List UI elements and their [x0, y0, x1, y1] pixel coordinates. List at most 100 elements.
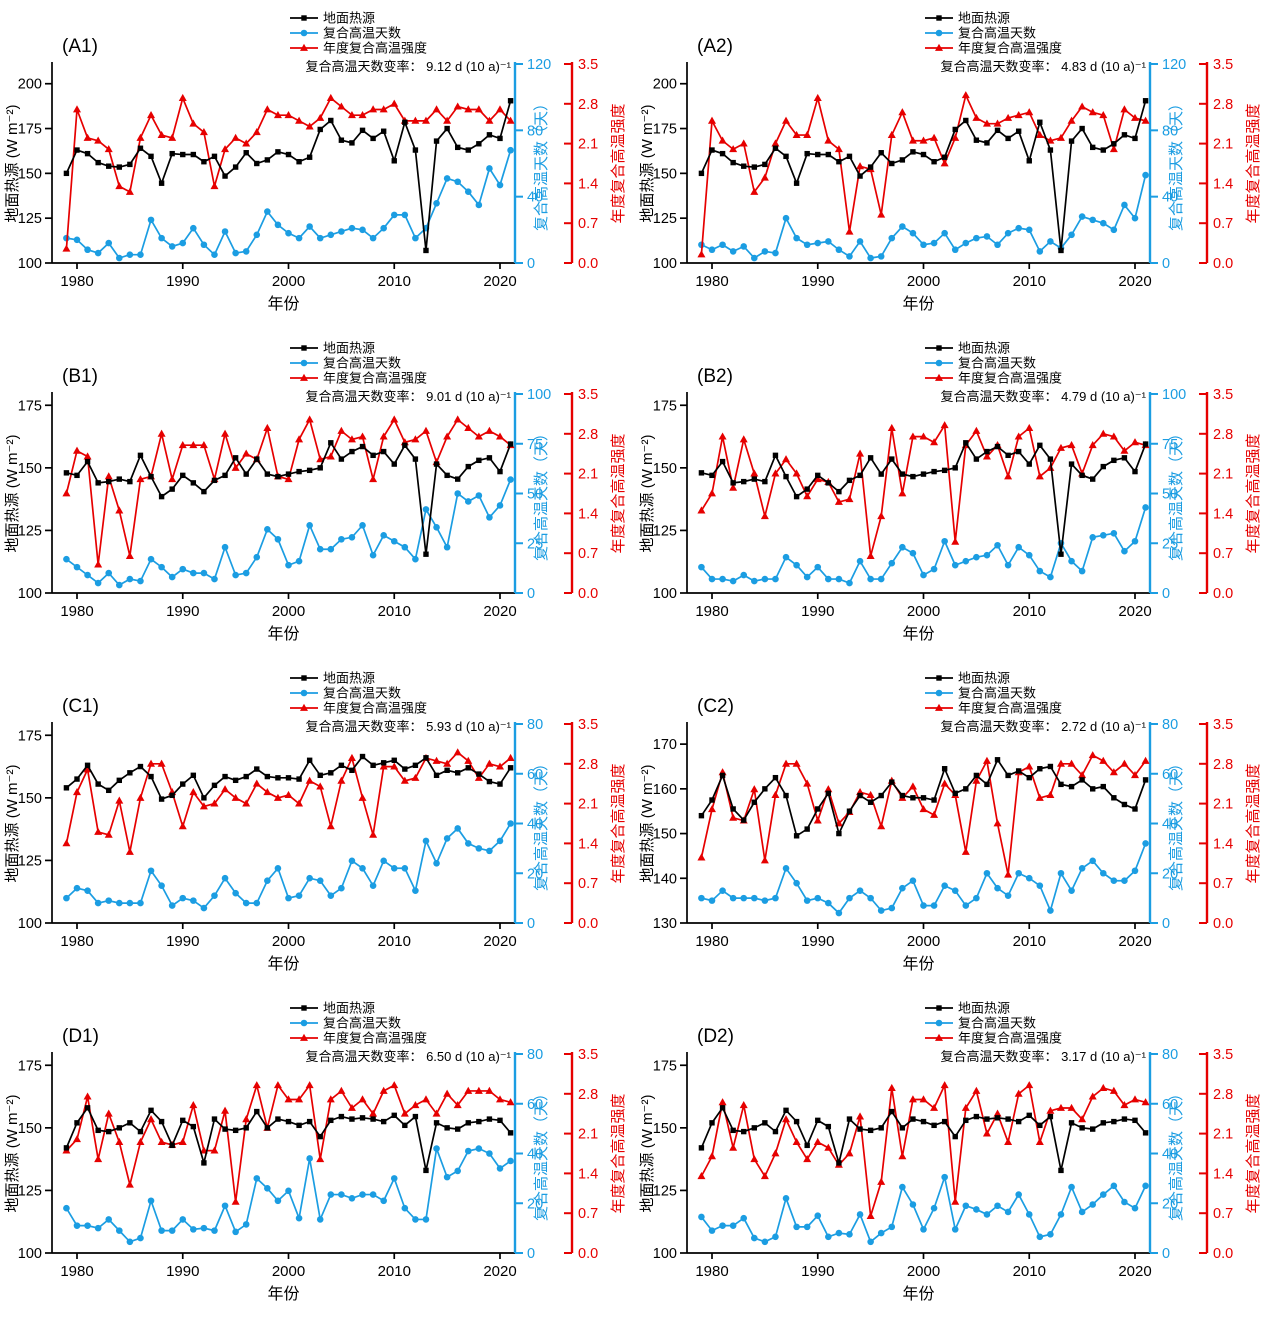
red-tick-label: 0.7 — [1213, 1206, 1233, 1222]
circle-marker — [877, 253, 885, 260]
circle-marker — [359, 1191, 366, 1198]
square-marker — [306, 757, 313, 763]
square-marker — [910, 1116, 916, 1122]
triangle-marker — [750, 785, 759, 793]
red-tick-label: 2.1 — [1213, 797, 1233, 813]
square-marker — [222, 773, 228, 780]
square-marker — [1090, 144, 1096, 151]
triangle-marker — [1056, 443, 1065, 451]
triangle-marker — [305, 122, 314, 130]
triangle-marker — [199, 440, 208, 449]
circle-marker — [877, 907, 885, 914]
x-tick-label: 2000 — [907, 933, 940, 950]
square-marker — [222, 1126, 228, 1132]
circle-marker — [126, 1238, 134, 1246]
square-marker — [994, 1115, 1001, 1121]
series-intensity — [62, 748, 515, 855]
triangle-marker — [125, 551, 134, 559]
circle-marker — [793, 234, 800, 242]
left-tick-label: 175 — [653, 398, 677, 414]
circle-marker — [475, 845, 483, 852]
square-marker — [1142, 441, 1149, 447]
triangle-marker — [824, 785, 833, 793]
triangle-marker — [379, 105, 388, 113]
circle-marker — [359, 522, 366, 529]
x-tick-label: 1980 — [695, 933, 728, 950]
square-marker — [275, 775, 281, 781]
circle-marker — [803, 1223, 811, 1231]
square-marker — [158, 796, 165, 802]
square-marker — [137, 145, 144, 151]
square-marker — [846, 808, 853, 814]
square-marker — [232, 164, 239, 170]
triangle-marker — [390, 99, 399, 107]
square-marker — [275, 149, 281, 155]
triangle-marker — [1056, 1103, 1065, 1111]
circle-marker — [264, 526, 271, 533]
triangle-marker — [62, 489, 71, 497]
square-marker — [84, 1105, 91, 1111]
square-marker — [920, 151, 927, 158]
circle-marker — [994, 884, 1001, 892]
circle-marker — [295, 892, 303, 899]
red-tick-label: 2.1 — [1213, 467, 1233, 483]
square-marker — [1005, 772, 1011, 779]
square-marker — [825, 480, 832, 486]
square-marker — [1047, 1113, 1054, 1120]
triangle-marker — [729, 813, 738, 821]
panel-b1: 1980 1990 2000 2010 2020 100 125 150 175 0 25 50 75 1… — [4, 341, 627, 644]
red-tick-label: 0.7 — [578, 216, 598, 232]
circle-marker — [63, 1204, 70, 1212]
circle-marker — [412, 555, 419, 563]
triangle-marker — [147, 110, 156, 119]
left-tick-label: 100 — [653, 256, 677, 272]
legend-label: 复合高温天数 — [323, 1016, 401, 1031]
circle-marker — [316, 1216, 324, 1223]
square-marker — [878, 792, 884, 799]
panel-title: (C2) — [697, 696, 734, 717]
square-marker — [793, 1118, 800, 1125]
square-marker — [836, 159, 842, 165]
triangle-marker — [411, 116, 420, 124]
series-hot-days — [63, 820, 514, 912]
triangle-marker — [824, 136, 833, 144]
circle-marker — [782, 864, 790, 872]
left-tick-label: 200 — [18, 77, 42, 93]
square-marker — [952, 126, 958, 133]
circle-marker — [782, 553, 790, 561]
circle-marker — [221, 1202, 229, 1210]
circle-marker — [179, 1216, 187, 1223]
circle-marker — [825, 899, 832, 907]
triangle-marker — [199, 802, 208, 810]
square-marker — [1111, 141, 1117, 147]
square-marker — [936, 675, 942, 681]
left-tick-label: 100 — [18, 256, 42, 272]
circle-marker — [909, 549, 917, 557]
blue-tick-label: 50 — [1162, 487, 1178, 503]
blue-tick-label: 0 — [1162, 256, 1170, 272]
triangle-marker — [157, 1137, 166, 1146]
triangle-marker — [73, 446, 81, 454]
x-axis-label: 年份 — [267, 625, 299, 643]
triangle-marker — [1131, 1095, 1139, 1103]
square-marker — [317, 1133, 323, 1140]
triangle-marker — [961, 91, 970, 99]
circle-marker — [867, 1238, 874, 1246]
circle-marker — [137, 251, 144, 259]
triangle-marker — [115, 796, 124, 804]
triangle-marker — [951, 1197, 960, 1205]
square-marker — [433, 461, 440, 467]
square-marker — [941, 154, 948, 160]
x-tick-label: 2000 — [907, 1263, 940, 1280]
circle-marker — [1036, 567, 1044, 575]
square-marker — [920, 795, 927, 801]
square-marker — [63, 470, 70, 476]
square-marker — [698, 470, 705, 476]
triangle-marker — [83, 133, 92, 141]
triangle-marker — [982, 119, 991, 127]
square-marker — [254, 456, 260, 462]
circle-marker — [105, 569, 113, 577]
square-marker — [1058, 551, 1064, 557]
square-marker — [402, 119, 408, 125]
